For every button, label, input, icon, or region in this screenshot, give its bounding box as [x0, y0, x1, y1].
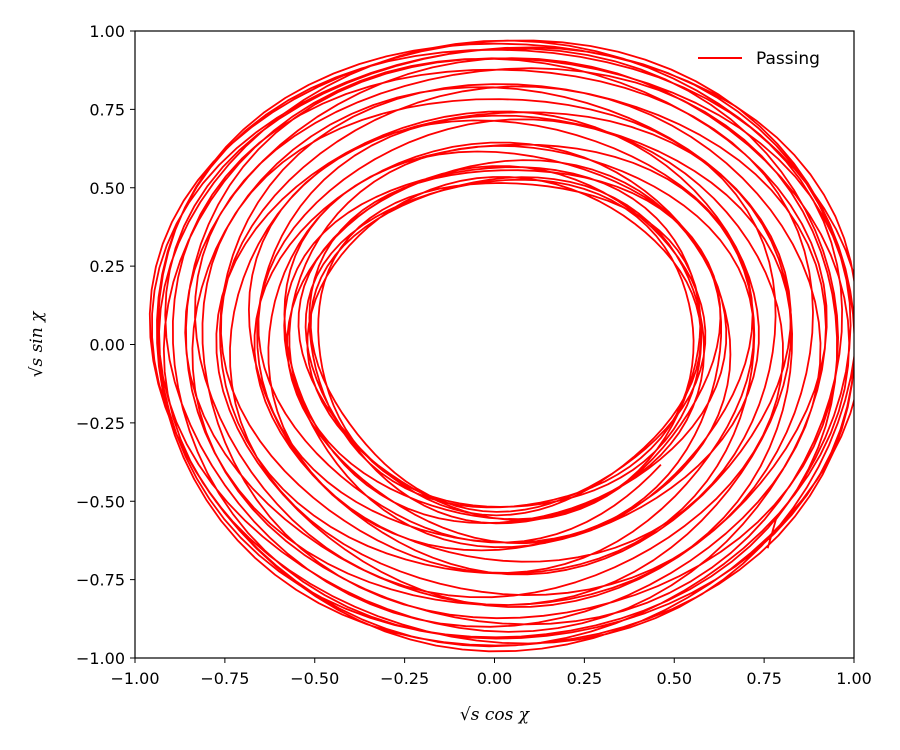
x-tick-label: −0.75: [200, 669, 249, 688]
legend: Passing: [698, 49, 820, 69]
y-tick-label: −0.25: [76, 414, 125, 433]
y-tick-label: 0.75: [89, 100, 125, 119]
x-tick-label: 0.50: [656, 669, 692, 688]
x-axis: −1.00 −0.75 −0.50 −0.25 0.00 0.25 0.50 0.75 1.00: [110, 658, 872, 688]
y-tick-label: −0.50: [76, 492, 125, 511]
x-tick-label: 0.25: [567, 669, 603, 688]
y-axis-label: √s sin χ: [27, 310, 47, 377]
x-tick-label: 0.75: [746, 669, 782, 688]
x-tick-label: −0.50: [290, 669, 339, 688]
x-tick-label: 0.00: [477, 669, 513, 688]
y-tick-label: −1.00: [76, 649, 125, 668]
y-tick-label: 1.00: [89, 22, 125, 41]
legend-label: Passing: [756, 49, 820, 69]
x-tick-label: −1.00: [110, 669, 159, 688]
x-axis-label: √s cos χ: [460, 705, 531, 725]
y-tick-label: 0.25: [89, 257, 125, 276]
x-tick-label: 1.00: [836, 669, 872, 688]
y-axis: −1.00 −0.75 −0.50 −0.25 0.00 0.25 0.50 0.75 1.00: [76, 22, 135, 668]
series-layer: [148, 39, 854, 653]
x-tick-label: −0.25: [380, 669, 429, 688]
y-tick-label: −0.75: [76, 571, 125, 590]
series-passing-line: [148, 39, 854, 653]
y-tick-label: 0.00: [89, 336, 125, 355]
y-tick-label: 0.50: [89, 179, 125, 198]
